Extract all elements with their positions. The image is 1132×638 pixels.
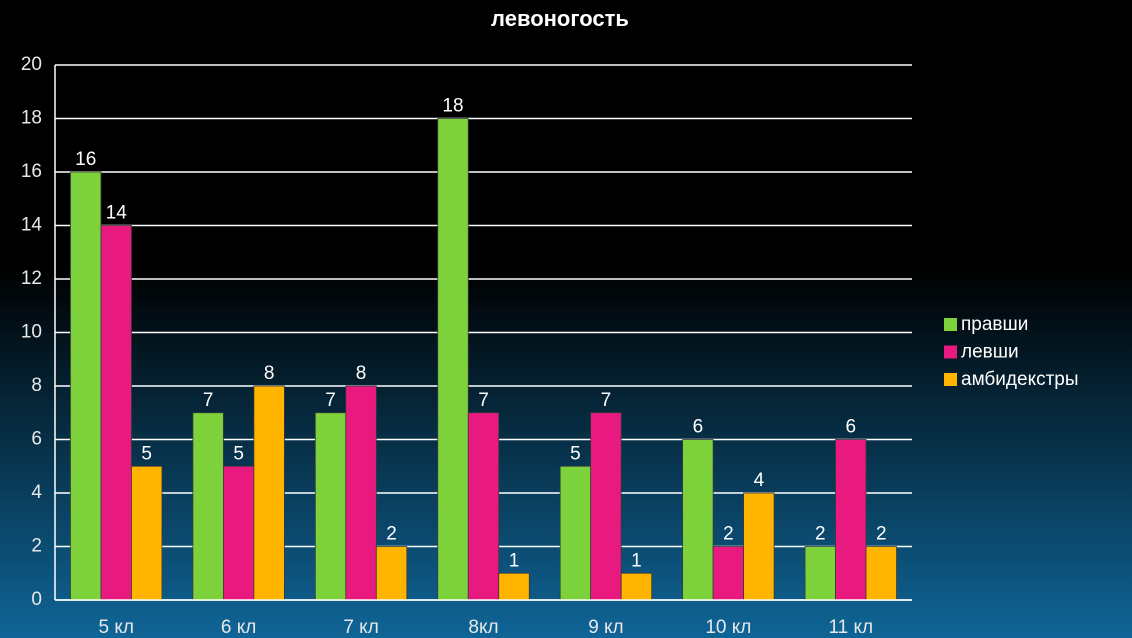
x-tick-label: 7 кл <box>343 617 378 638</box>
bar <box>804 546 836 601</box>
y-tick-label: 6 <box>31 429 42 450</box>
data-label: 7 <box>325 390 336 411</box>
data-label: 16 <box>75 149 96 170</box>
x-tick-label: 5 кл <box>98 617 133 638</box>
y-tick-label: 16 <box>21 161 42 182</box>
legend-swatch <box>944 318 957 331</box>
bar <box>70 171 102 601</box>
data-label: 2 <box>815 524 826 545</box>
bar <box>559 465 592 601</box>
legend-swatch <box>944 345 957 359</box>
bar <box>590 412 622 601</box>
y-tick-label: 0 <box>31 589 42 610</box>
data-label: 6 <box>845 417 856 438</box>
bar <box>743 492 775 601</box>
bar <box>437 118 469 601</box>
legend-label: правши <box>961 314 1028 335</box>
data-label: 7 <box>203 390 214 411</box>
bar <box>712 546 745 601</box>
x-tick-label: 11 кл <box>828 617 873 638</box>
data-label: 1 <box>631 550 642 571</box>
data-label: 5 <box>233 443 244 464</box>
bar <box>131 465 163 601</box>
data-label: 2 <box>386 524 397 545</box>
data-label: 5 <box>570 443 581 464</box>
bar <box>375 546 408 601</box>
bar <box>498 572 530 601</box>
bar <box>253 385 285 601</box>
legend-swatch <box>944 373 957 386</box>
data-label: 8 <box>356 363 367 384</box>
chart-title: левоногость <box>491 6 629 31</box>
bar <box>222 465 255 601</box>
data-label: 7 <box>601 390 612 411</box>
bar <box>100 225 132 601</box>
x-tick-label: 8кл <box>468 617 498 638</box>
data-label: 5 <box>141 443 152 464</box>
data-label: 2 <box>723 524 734 545</box>
y-tick-label: 2 <box>31 536 42 557</box>
data-label: 6 <box>693 417 704 438</box>
bar <box>467 412 500 601</box>
x-tick-label: 9 кл <box>588 617 623 638</box>
y-tick-label: 18 <box>21 108 42 129</box>
data-label: 4 <box>754 470 765 491</box>
y-tick-label: 14 <box>21 215 43 236</box>
data-label: 18 <box>442 96 463 117</box>
bar <box>192 412 224 601</box>
y-tick-label: 10 <box>21 322 42 343</box>
data-label: 8 <box>264 363 275 384</box>
bar <box>682 439 714 601</box>
bar <box>345 385 377 601</box>
legend-label: амбидекстры <box>961 369 1079 390</box>
legend-label: левши <box>961 342 1019 363</box>
data-label: 7 <box>478 390 489 411</box>
bar <box>865 546 897 601</box>
data-label: 2 <box>876 524 887 545</box>
bar <box>620 572 653 601</box>
y-tick-label: 20 <box>21 54 42 75</box>
bar <box>835 439 867 601</box>
y-tick-label: 12 <box>21 268 42 289</box>
data-label: 14 <box>106 203 128 224</box>
y-tick-label: 8 <box>31 375 42 396</box>
x-tick-label: 6 кл <box>221 617 256 638</box>
bar <box>314 412 347 601</box>
x-tick-label: 10 кл <box>705 617 751 638</box>
data-label: 1 <box>509 550 520 571</box>
y-tick-label: 4 <box>31 482 42 503</box>
